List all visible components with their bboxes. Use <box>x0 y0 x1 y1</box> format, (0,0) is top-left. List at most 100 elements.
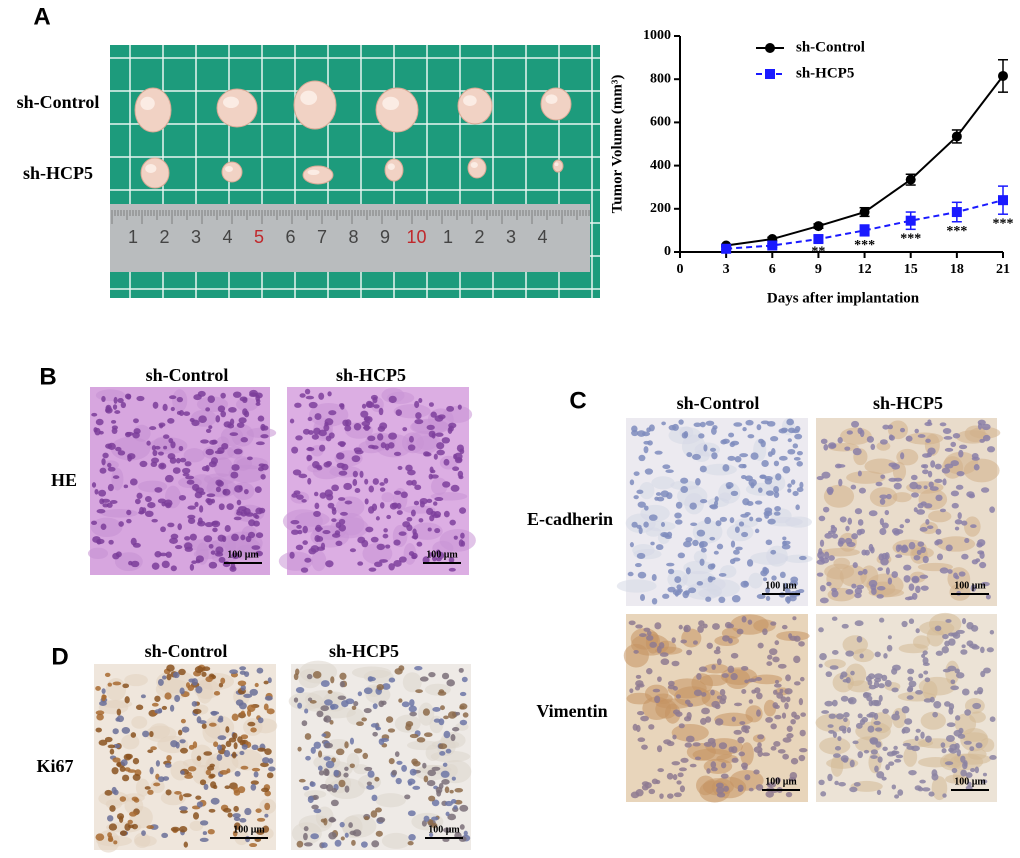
tissue <box>124 673 148 687</box>
nucleus <box>431 799 440 807</box>
nucleus <box>947 569 953 574</box>
nucleus <box>767 781 777 788</box>
nucleus <box>903 575 911 583</box>
nucleus <box>338 470 348 476</box>
nucleus <box>633 649 639 654</box>
tissue <box>692 520 723 544</box>
nucleus <box>900 545 909 554</box>
nucleus <box>730 673 738 681</box>
nucleus <box>726 485 732 490</box>
nucleus <box>648 788 656 795</box>
nucleus <box>409 768 417 776</box>
nucleus <box>215 415 221 423</box>
nucleus <box>317 765 323 771</box>
nucleus <box>920 546 926 554</box>
tumor <box>221 161 243 183</box>
nucleus <box>318 444 326 452</box>
nucleus <box>742 498 750 506</box>
nucleus <box>461 676 468 683</box>
nucleus <box>910 474 918 481</box>
tissue <box>625 513 656 534</box>
nucleus <box>638 527 643 535</box>
nucleus <box>132 757 140 765</box>
nucleus <box>884 679 892 687</box>
nucleus <box>353 748 363 754</box>
nucleus <box>675 694 681 699</box>
nucleus <box>217 717 224 723</box>
nucleus <box>933 701 942 709</box>
nucleus <box>130 537 137 546</box>
nucleus <box>407 810 416 817</box>
nucleus <box>344 741 349 749</box>
nucleus <box>733 422 743 427</box>
nucleus <box>818 627 824 633</box>
nucleus <box>459 705 465 710</box>
nucleus <box>879 439 888 445</box>
nucleus <box>828 442 837 450</box>
nucleus <box>241 744 248 750</box>
tissue <box>945 774 966 784</box>
nucleus <box>320 680 330 687</box>
nucleus <box>649 641 657 648</box>
nucleus <box>100 523 107 530</box>
nucleus <box>440 770 450 778</box>
nucleus <box>678 767 687 772</box>
nucleus <box>950 460 959 467</box>
nucleus <box>340 511 348 516</box>
nucleus <box>435 786 443 794</box>
nucleus <box>109 805 116 812</box>
nucleus <box>385 544 391 549</box>
nucleus <box>450 734 456 742</box>
nucleus <box>293 673 299 681</box>
tissue <box>623 643 649 668</box>
nucleus <box>692 640 698 645</box>
nucleus <box>900 452 905 460</box>
nucleus <box>673 792 682 798</box>
nucleus <box>777 663 787 669</box>
nucleus <box>184 461 192 467</box>
tissue <box>381 832 411 849</box>
nucleus <box>974 766 980 774</box>
nucleus <box>852 447 862 456</box>
nucleus <box>195 555 204 563</box>
nucleus <box>855 722 863 729</box>
nucleus <box>311 434 320 440</box>
nucleus <box>693 422 702 428</box>
nucleus <box>655 492 662 496</box>
nucleus <box>220 410 227 418</box>
nucleus <box>923 670 929 675</box>
nucleus <box>344 832 349 838</box>
nucleus <box>944 761 954 766</box>
nucleus <box>691 453 701 461</box>
nucleus <box>199 820 209 826</box>
nucleus <box>324 768 330 776</box>
marker <box>767 240 778 251</box>
nucleus <box>850 484 857 490</box>
nucleus <box>657 768 664 773</box>
nucleus <box>911 492 919 498</box>
tissue <box>87 547 109 560</box>
nucleus <box>706 642 713 649</box>
nucleus <box>716 786 725 794</box>
nucleus <box>459 691 467 697</box>
nucleus <box>179 794 184 801</box>
tissue <box>826 757 859 769</box>
column-header: sh-HCP5 <box>329 641 399 661</box>
nucleus <box>961 520 968 526</box>
nucleus <box>120 759 128 766</box>
nucleus <box>929 486 939 491</box>
nucleus <box>683 716 692 722</box>
nucleus <box>726 623 734 629</box>
nucleus <box>199 491 206 495</box>
nucleus <box>170 565 177 572</box>
nucleus <box>206 493 216 498</box>
nucleus <box>232 391 242 398</box>
nucleus <box>854 587 863 595</box>
nucleus <box>868 510 878 517</box>
nucleus <box>381 700 387 706</box>
x-tick-label: 9 <box>815 262 822 277</box>
tissue <box>121 734 140 750</box>
nucleus <box>856 529 863 536</box>
nucleus <box>947 665 957 672</box>
nucleus <box>234 770 241 777</box>
